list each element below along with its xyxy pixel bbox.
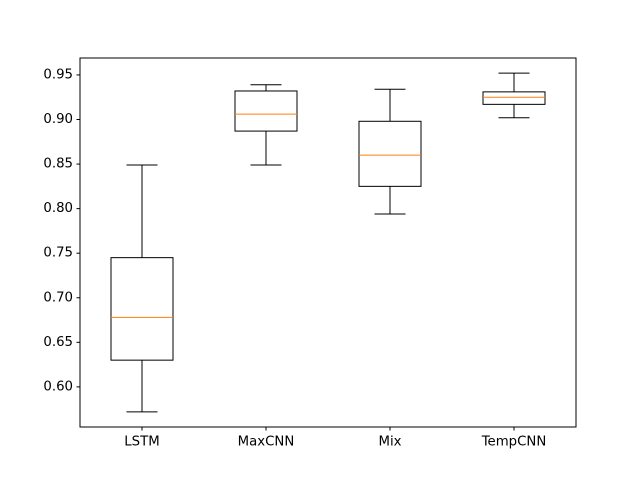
box-group-tempcnn bbox=[482, 72, 546, 119]
box-group-lstm bbox=[110, 164, 174, 413]
interquartile-box bbox=[234, 90, 298, 132]
interquartile-box bbox=[482, 91, 546, 105]
y-tick-label: 0.65 bbox=[43, 335, 73, 350]
x-axis: LSTM MaxCNN Mix TempCNN bbox=[124, 427, 546, 450]
y-axis: 0.60 0.65 0.70 0.75 0.80 0.85 0.90 0.95 bbox=[43, 67, 80, 394]
y-tick-label: 0.60 bbox=[43, 379, 73, 394]
y-tick-label: 0.70 bbox=[43, 290, 73, 305]
interquartile-box bbox=[358, 120, 422, 187]
x-tick-label: TempCNN bbox=[481, 435, 547, 450]
axes-frame bbox=[79, 57, 577, 428]
y-tick-label: 0.85 bbox=[43, 157, 73, 172]
box-group-maxcnn bbox=[234, 84, 298, 166]
x-tick-label: Mix bbox=[378, 435, 401, 450]
x-tick-label: MaxCNN bbox=[238, 435, 295, 450]
y-tick-label: 0.75 bbox=[43, 246, 73, 261]
interquartile-box bbox=[110, 257, 174, 361]
y-tick-label: 0.95 bbox=[43, 67, 73, 82]
y-tick-label: 0.80 bbox=[43, 201, 73, 216]
box-group-mix bbox=[358, 88, 422, 215]
y-tick-label: 0.90 bbox=[43, 112, 73, 127]
x-tick-label: LSTM bbox=[124, 435, 159, 450]
plot-area bbox=[110, 72, 546, 413]
